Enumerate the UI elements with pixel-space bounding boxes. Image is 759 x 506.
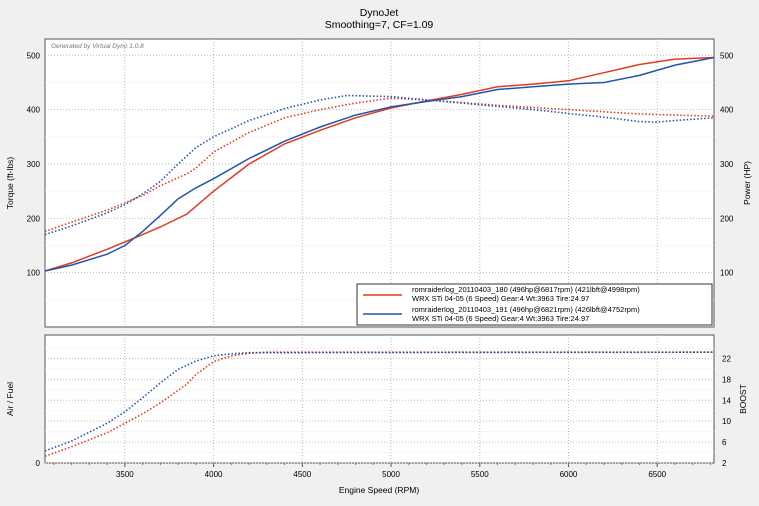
top-right-tick-label: 500 bbox=[720, 51, 734, 60]
legend: romraiderlog_20110403_180 (496hp@6817rpm… bbox=[356, 283, 713, 326]
legend-entry-run191-line2: WRX STi 04-05 (6 Speed) Gear:4 Wt:3963 T… bbox=[412, 314, 589, 323]
top-torque-line-run191 bbox=[44, 94, 715, 236]
top-right-axis-label: Power (HP) bbox=[742, 161, 752, 205]
top-right-tick-label: 100 bbox=[720, 269, 734, 278]
bottom-right-tick-label: 6 bbox=[722, 438, 727, 447]
bottom-plot-area bbox=[44, 334, 715, 464]
top-left-tick-label: 200 bbox=[27, 214, 41, 223]
x-tick-label: 3500 bbox=[116, 470, 134, 479]
top-left-tick-label: 100 bbox=[27, 269, 41, 278]
top-left-axis-label: Torque (ft-lbs) bbox=[5, 157, 15, 210]
top-plot-area bbox=[44, 38, 715, 328]
x-tick-label: 6000 bbox=[560, 470, 578, 479]
top-left-tick-label: 400 bbox=[27, 106, 41, 115]
top-torque-line-run180 bbox=[44, 97, 715, 233]
bottom-grid bbox=[45, 335, 714, 464]
top-power-line-run191 bbox=[44, 56, 715, 272]
chart-title: DynoJet bbox=[360, 7, 399, 19]
x-axis-label: Engine Speed (RPM) bbox=[339, 485, 419, 495]
top-left-tick-label: 300 bbox=[27, 160, 41, 169]
top-right-tick-label: 200 bbox=[720, 214, 734, 223]
legend-entry-run180-line2: WRX STi 04-05 (6 Speed) Gear:4 Wt:3963 T… bbox=[412, 294, 589, 303]
x-tick-label: 4500 bbox=[293, 470, 311, 479]
legend-entry-run180-line1: romraiderlog_20110403_180 (496hp@6817rpm… bbox=[412, 285, 640, 294]
top-right-tick-label: 300 bbox=[720, 160, 734, 169]
bottom-boost-line-run180 bbox=[44, 351, 714, 457]
bottom-right-axis-label: BOOST bbox=[738, 384, 748, 414]
bottom-right-tick-label: 14 bbox=[722, 396, 731, 405]
watermark-label: Generated by Virtual Dyno 1.0.8 bbox=[51, 43, 144, 50]
x-tick-label: 6500 bbox=[648, 470, 666, 479]
x-tick-label: 4000 bbox=[205, 470, 223, 479]
bottom-right-tick-label: 22 bbox=[722, 354, 731, 363]
bottom-right-tick-label: 2 bbox=[722, 459, 727, 468]
top-left-tick-label: 500 bbox=[27, 51, 41, 60]
x-tick-label: 5000 bbox=[382, 470, 400, 479]
bottom-series-group bbox=[44, 351, 715, 457]
bottom-right-tick-label: 10 bbox=[722, 417, 731, 426]
bottom-left-tick-label: 0 bbox=[36, 459, 41, 468]
chart-subtitle: Smoothing=7, CF=1.09 bbox=[325, 19, 434, 31]
legend-box bbox=[356, 283, 713, 326]
top-series-group bbox=[44, 56, 715, 272]
bottom-left-axis-label: Air / Fuel bbox=[5, 382, 15, 416]
top-right-tick-label: 400 bbox=[720, 106, 734, 115]
legend-entry-run191-line1: romraiderlog_20110403_191 (496hp@6821rpm… bbox=[412, 305, 640, 314]
bottom-right-tick-label: 18 bbox=[722, 375, 731, 384]
top-power-line-run180 bbox=[44, 56, 715, 272]
x-tick-label: 5500 bbox=[471, 470, 489, 479]
